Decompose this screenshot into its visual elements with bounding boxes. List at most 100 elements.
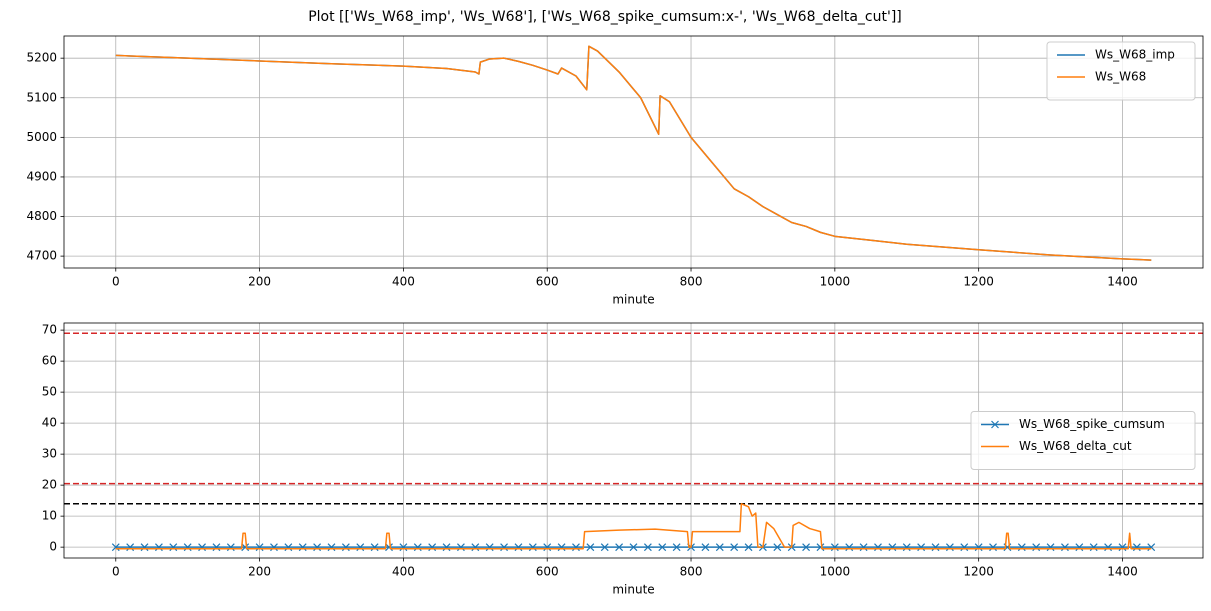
y-tick-label: 70 bbox=[42, 323, 57, 337]
marker bbox=[859, 543, 868, 552]
x-tick-label: 1400 bbox=[1107, 565, 1138, 579]
marker bbox=[1046, 543, 1055, 552]
y-tick-label: 5000 bbox=[26, 130, 57, 144]
legend-box bbox=[970, 411, 1196, 470]
plot-area bbox=[115, 45, 1152, 261]
x-tick-label: 200 bbox=[248, 275, 271, 289]
marker bbox=[543, 543, 552, 552]
x-axis-label: minute bbox=[612, 293, 654, 307]
x-tick-label: 0 bbox=[112, 275, 120, 289]
marker bbox=[744, 543, 753, 552]
marker bbox=[284, 543, 293, 552]
marker bbox=[442, 543, 451, 552]
legend-marker bbox=[991, 420, 999, 429]
figure-title: Plot [['Ws_W68_imp', 'Ws_W68'], ['Ws_W68… bbox=[308, 9, 902, 25]
marker bbox=[1147, 543, 1156, 552]
legend-label: Ws_W68 bbox=[1095, 70, 1146, 84]
marker bbox=[327, 543, 336, 552]
marker bbox=[773, 543, 782, 552]
marker bbox=[658, 543, 667, 552]
y-tick-label: 50 bbox=[42, 385, 57, 399]
marker bbox=[399, 543, 408, 552]
marker bbox=[456, 543, 465, 552]
marker bbox=[1075, 543, 1084, 552]
marker bbox=[615, 543, 624, 552]
marker bbox=[931, 543, 940, 552]
marker bbox=[255, 543, 264, 552]
y-tick-label: 0 bbox=[49, 540, 57, 554]
marker bbox=[413, 543, 422, 552]
x-tick-label: 400 bbox=[392, 565, 415, 579]
axes-frame bbox=[63, 35, 1204, 269]
marker bbox=[341, 543, 350, 552]
marker bbox=[198, 543, 206, 552]
marker bbox=[874, 543, 882, 552]
y-tick-label: 20 bbox=[42, 478, 57, 492]
marker bbox=[241, 543, 250, 552]
marker bbox=[270, 543, 278, 552]
marker bbox=[356, 543, 365, 552]
marker bbox=[154, 543, 163, 552]
marker bbox=[298, 543, 307, 552]
marker bbox=[1061, 543, 1069, 552]
y-tick-label: 40 bbox=[42, 416, 57, 430]
marker bbox=[715, 543, 724, 552]
x-tick-label: 600 bbox=[536, 565, 559, 579]
legend-label: Ws_W68_delta_cut bbox=[1019, 439, 1132, 453]
series-line bbox=[115, 503, 1152, 550]
x-tick-label: 200 bbox=[248, 565, 271, 579]
marker bbox=[370, 543, 379, 552]
marker bbox=[572, 543, 580, 552]
y-tick-label: 5100 bbox=[26, 90, 57, 104]
marker bbox=[974, 543, 983, 552]
marker bbox=[1118, 543, 1127, 552]
marker bbox=[902, 543, 911, 552]
marker bbox=[485, 543, 494, 552]
y-tick-label: 4800 bbox=[26, 209, 57, 223]
marker bbox=[169, 543, 178, 552]
y-tick-label: 5200 bbox=[26, 51, 57, 65]
x-tick-label: 0 bbox=[112, 565, 120, 579]
marker bbox=[1132, 543, 1141, 552]
marker bbox=[917, 543, 926, 552]
x-tick-label: 1200 bbox=[963, 565, 994, 579]
legend-label: Ws_W68_spike_cumsum bbox=[1019, 417, 1165, 431]
marker bbox=[600, 543, 609, 552]
y-tick-label: 30 bbox=[42, 447, 57, 461]
marker bbox=[629, 543, 638, 552]
marker bbox=[888, 543, 897, 552]
marker bbox=[126, 543, 135, 552]
marker bbox=[528, 543, 537, 552]
marker bbox=[1089, 543, 1098, 552]
axes-frame bbox=[63, 322, 1204, 559]
x-tick-label: 1200 bbox=[963, 275, 994, 289]
marker bbox=[212, 543, 221, 552]
marker bbox=[514, 543, 523, 552]
marker bbox=[428, 543, 437, 552]
x-tick-label: 400 bbox=[392, 275, 415, 289]
x-tick-label: 1000 bbox=[820, 565, 851, 579]
marker bbox=[1032, 543, 1041, 552]
legend-label: Ws_W68_imp bbox=[1095, 48, 1175, 62]
marker bbox=[730, 543, 739, 552]
marker bbox=[830, 543, 839, 552]
y-tick-label: 4700 bbox=[26, 249, 57, 263]
plot-area bbox=[111, 503, 1156, 552]
marker bbox=[1017, 543, 1026, 552]
marker bbox=[183, 543, 192, 552]
x-tick-label: 600 bbox=[536, 275, 559, 289]
x-axis-label: minute bbox=[612, 583, 654, 597]
marker bbox=[672, 543, 681, 552]
marker bbox=[557, 543, 566, 552]
marker bbox=[140, 543, 149, 552]
x-tick-label: 1000 bbox=[820, 275, 851, 289]
marker bbox=[385, 543, 393, 552]
marker bbox=[845, 543, 854, 552]
legend-box bbox=[1046, 41, 1196, 101]
marker bbox=[701, 543, 710, 552]
x-tick-label: 800 bbox=[680, 565, 703, 579]
y-tick-label: 4900 bbox=[26, 169, 57, 183]
x-tick-label: 1400 bbox=[1107, 275, 1138, 289]
